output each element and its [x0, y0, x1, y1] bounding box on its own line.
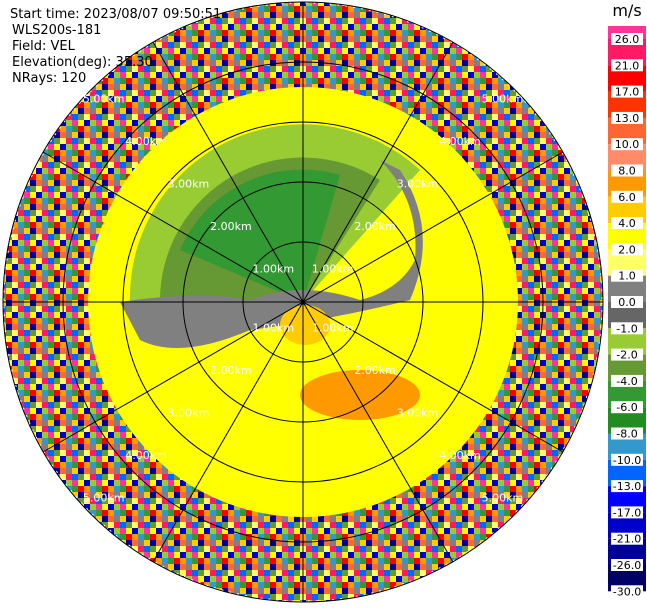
colorbar-label-bg — [611, 453, 643, 466]
ring-label: 3.00km — [168, 177, 210, 190]
colorbar-label: -30.0 — [613, 585, 641, 598]
colorbar-label-bg — [611, 296, 643, 308]
colorbar-label: -4.0 — [616, 375, 637, 388]
colorbar-label-bg — [611, 374, 643, 387]
colorbar-label: 6.0 — [618, 191, 636, 204]
colorbar-label: 4.0 — [618, 217, 636, 230]
colorbar-label-bg — [611, 506, 643, 519]
ring-label: 2.00km — [210, 220, 252, 233]
colorbar-label: -17.0 — [613, 506, 641, 519]
colorbar-label: -13.0 — [613, 480, 641, 493]
colorbar-label-bg — [611, 33, 643, 45]
colorbar-label: -8.0 — [616, 428, 637, 441]
colorbar-label-bg — [611, 401, 643, 414]
ring-label: 5.00km — [83, 491, 125, 504]
nrays: NRays: 120 — [12, 71, 86, 86]
colorbar-label: 17.0 — [615, 86, 640, 99]
ring-label: 1.00km — [312, 262, 354, 275]
start-time: Start time: 2023/08/07 09:50:51 — [10, 7, 221, 22]
ring-label: 5.00km — [83, 93, 125, 106]
colorbar-label-bg — [611, 164, 643, 177]
ring-label: 1.00km — [312, 322, 354, 335]
colorbar-label: 26.0 — [615, 33, 640, 46]
ring-label: 4.00km — [439, 135, 481, 148]
colorbar-label-bg — [611, 190, 643, 203]
ring-label: 3.00km — [397, 407, 439, 420]
header: Start time: 2023/08/07 09:50:51 WLS200s-… — [10, 7, 221, 86]
azimuth-spokes — [3, 2, 603, 602]
colorbar-label-bg — [611, 138, 643, 151]
colorbar-label: 8.0 — [618, 165, 636, 178]
colorbar-label: 13.0 — [615, 112, 640, 125]
ring-label: 5.00km — [482, 491, 524, 504]
ring-labels: 1.00km 1.00km 1.00km 1.00km 2.00km 2.00km 2.00… — [83, 93, 523, 505]
colorbar-label-bg — [611, 111, 643, 124]
ring-label: 4.00km — [439, 449, 481, 462]
colorbar-label-bg — [611, 217, 643, 230]
colorbar-label: 2.0 — [618, 243, 636, 256]
colorbar-label-bg — [611, 322, 643, 335]
colorbar-label-bg — [611, 585, 643, 598]
colorbar-label-bg — [611, 559, 643, 571]
colorbar-unit: m/s — [612, 1, 641, 20]
ring-label: 2.00km — [210, 364, 252, 377]
ring-label: 2.00km — [354, 364, 396, 377]
ring-label: 4.00km — [125, 135, 167, 148]
colorbar-label: -10.0 — [613, 454, 641, 467]
colorbar-label-bg — [611, 532, 643, 545]
ring-label: 1.00km — [253, 262, 295, 275]
colorbar-label-bg — [611, 59, 643, 72]
colorbar-label-bg — [611, 85, 643, 98]
colorbar-label-bg — [611, 427, 643, 440]
colorbar-label-bg — [611, 348, 643, 361]
ring-label: 1.00km — [253, 322, 295, 335]
colorbar-label: -2.0 — [616, 349, 637, 362]
colorbar-label: -1.0 — [616, 322, 637, 335]
instrument: WLS200s-181 — [12, 23, 101, 38]
ring-label: 4.00km — [125, 449, 167, 462]
field: Field: VEL — [12, 39, 76, 54]
colorbar-label-bg — [611, 269, 643, 282]
colorbar-label-bg — [611, 480, 643, 493]
colorbar-label-bg — [611, 243, 643, 256]
colorbar: 26.0 21.0 17.0 13.0 10.0 8.0 6.0 4.0 2.0 1.0 0.0 -1… — [608, 26, 646, 598]
ring-label: 3.00km — [168, 407, 210, 420]
ring-label: 5.00km — [482, 93, 524, 106]
ring-label: 3.00km — [397, 177, 439, 190]
ring-label: 2.00km — [354, 220, 396, 233]
colorbar-label: -6.0 — [616, 401, 637, 414]
colorbar-label: 0.0 — [618, 296, 636, 309]
colorbar-label: 1.0 — [618, 270, 636, 283]
colorbar-label: -21.0 — [613, 533, 641, 546]
colorbar-label: 21.0 — [615, 59, 640, 72]
elevation: Elevation(deg): 35.30 — [12, 55, 153, 70]
colorbar-label: -26.0 — [613, 559, 641, 572]
colorbar-label: 10.0 — [615, 138, 640, 151]
